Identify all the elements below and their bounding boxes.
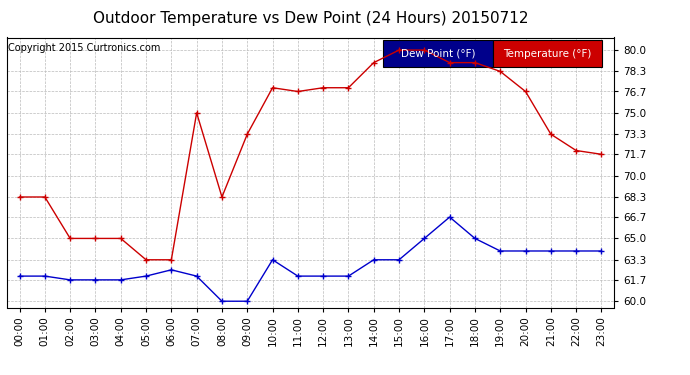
FancyBboxPatch shape <box>493 40 602 67</box>
Text: Temperature (°F): Temperature (°F) <box>503 49 591 59</box>
Text: Outdoor Temperature vs Dew Point (24 Hours) 20150712: Outdoor Temperature vs Dew Point (24 Hou… <box>92 11 529 26</box>
Text: Dew Point (°F): Dew Point (°F) <box>401 49 475 59</box>
Text: Copyright 2015 Curtronics.com: Copyright 2015 Curtronics.com <box>8 43 161 53</box>
FancyBboxPatch shape <box>384 40 493 67</box>
